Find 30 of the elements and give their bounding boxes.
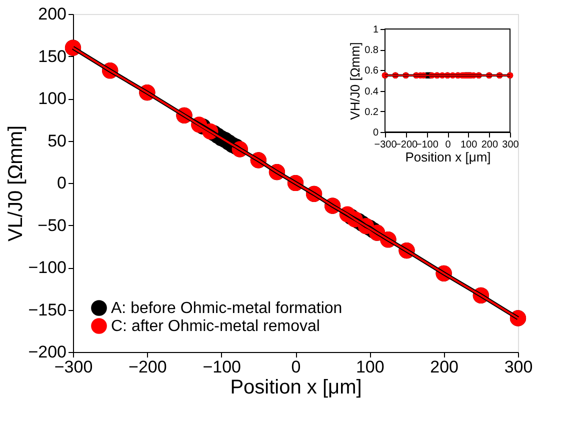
x-tick-label: 300	[504, 358, 533, 376]
x-tick-label: 0	[445, 140, 452, 150]
y-tick-label: −50	[38, 216, 66, 235]
y-tick-label: 0.2	[364, 106, 379, 118]
y-tick-label: 0.6	[364, 66, 379, 77]
x-tick-label: 300	[502, 140, 520, 150]
x-tick-label: 100	[460, 140, 478, 150]
y-tick-label: 0	[57, 174, 66, 192]
x-tick-label: 200	[430, 358, 459, 376]
y-tick-label: 0	[372, 128, 379, 138]
x-axis-title: Position x [μm]	[405, 150, 491, 164]
x-axis-title: Position x [μm]	[230, 376, 362, 398]
y-axis-title: VH/J0 [Ωmm]	[348, 42, 363, 120]
legend-label: A: before Ohmic-metal formation	[111, 300, 342, 317]
y-axis-title: VL/J0 [Ωmm]	[5, 125, 28, 242]
y-tick-label: 0.4	[364, 86, 379, 98]
x-tick-label: 0	[291, 358, 301, 376]
y-tick-label: 150	[38, 46, 66, 66]
y-tick-label: 0.8	[364, 45, 379, 56]
y-tick-label: −150	[28, 300, 66, 320]
x-tick-label: −300	[374, 140, 398, 150]
y-tick-label: −100	[28, 258, 66, 277]
x-tick-label: −100	[202, 358, 241, 376]
y-tick-label: 100	[38, 89, 66, 108]
x-tick-label: −200	[128, 358, 167, 376]
legend-label: C: after Ohmic-metal removal	[111, 318, 320, 335]
x-tick-label: 200	[481, 140, 498, 150]
y-tick-label: 1	[372, 24, 379, 36]
y-tick-label: 200	[38, 4, 66, 24]
y-tick-label: 50	[48, 131, 66, 150]
